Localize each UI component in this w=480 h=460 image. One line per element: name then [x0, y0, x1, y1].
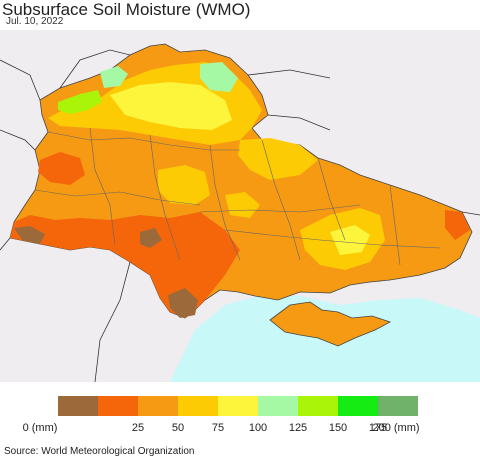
- legend-swatch: [98, 396, 138, 416]
- country-borders: [0, 49, 480, 382]
- legend-swatch: [338, 396, 378, 416]
- legend-tick-label: 100: [248, 422, 268, 434]
- moderate-zone-west-center: [225, 192, 260, 218]
- dry-zone-east: [445, 210, 470, 240]
- map-title: Subsurface Soil Moisture (WMO): [2, 0, 251, 19]
- very-wet-zone-northwest: [100, 66, 128, 88]
- legend-tick-label: 125: [288, 422, 308, 434]
- very-dry-zone-danube: [168, 288, 198, 318]
- legend-tick-label: 0 (mm): [22, 422, 58, 434]
- legend-tick-label: 50: [171, 422, 185, 434]
- moist-zone-north: [110, 82, 232, 130]
- very-dry-zone-center: [140, 228, 162, 248]
- very-dry-zone-southwest: [14, 226, 45, 244]
- crimea-region: [269, 301, 392, 347]
- legend-tick-label: 75: [211, 422, 225, 434]
- legend-tick-label: 150: [328, 422, 348, 434]
- legend-swatch: [58, 396, 98, 416]
- legend-swatch: [258, 396, 298, 416]
- wet-zone-northwest: [58, 90, 102, 114]
- legend-color-bar: [58, 396, 418, 416]
- source-credit: Source: World Meteorological Organizatio…: [4, 446, 195, 457]
- legend-swatch: [378, 396, 418, 416]
- legend-tick-label: 175: [368, 422, 388, 434]
- map-date: Jul. 10, 2022: [6, 16, 64, 27]
- very-wet-zone-north: [200, 62, 238, 92]
- moderate-zone-center: [158, 165, 210, 205]
- legend-swatch: [298, 396, 338, 416]
- legend-tick-label: 200 (mm): [372, 422, 420, 434]
- soil-moisture-map: [0, 30, 480, 382]
- dry-zone-west: [38, 152, 85, 185]
- legend-tick-label: 25: [131, 422, 145, 434]
- legend-swatch: [138, 396, 178, 416]
- legend-swatch: [218, 396, 258, 416]
- oblast-borders: [34, 127, 441, 266]
- moderate-zone-northeast: [238, 138, 318, 180]
- legend-swatch: [178, 396, 218, 416]
- moist-zone-east: [330, 225, 370, 255]
